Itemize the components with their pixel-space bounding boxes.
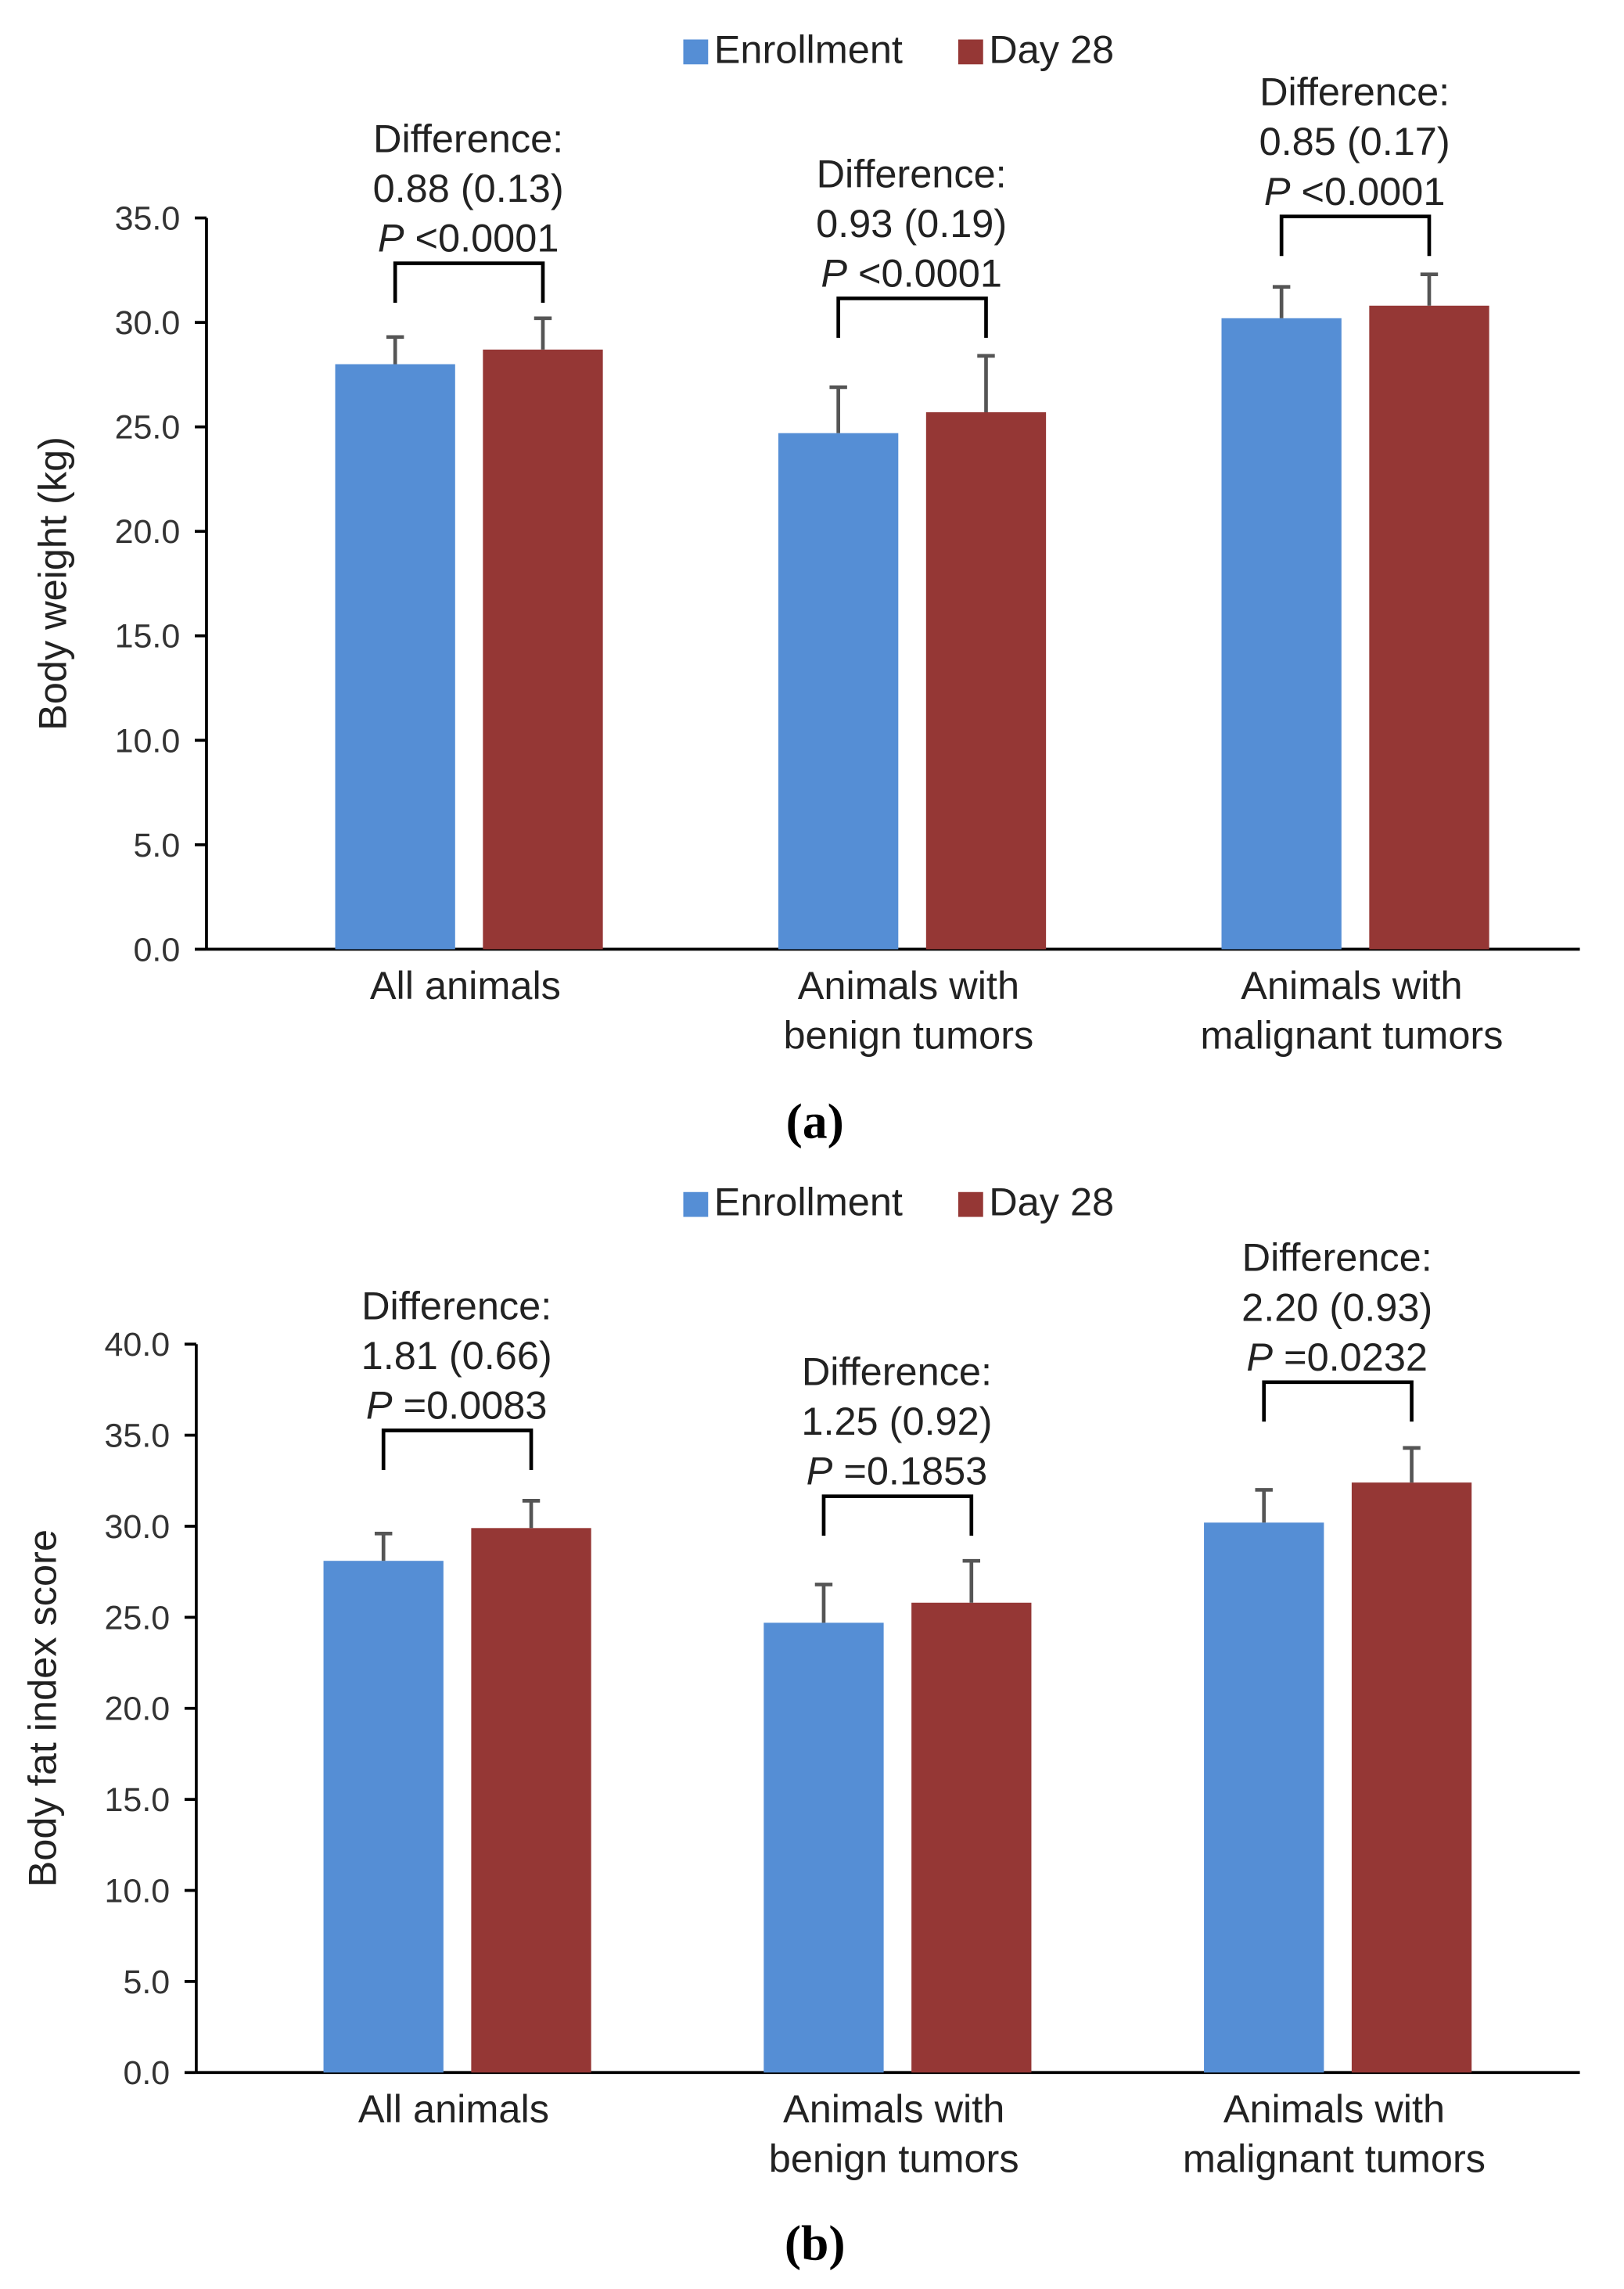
p-value: <0.0001: [1291, 169, 1446, 214]
annotation-p-value: P <0.0001: [378, 216, 559, 261]
p-value: <0.0001: [404, 216, 559, 261]
legend-swatch-0: [683, 1191, 709, 1217]
p-value: =0.0083: [393, 1383, 548, 1428]
annotation-text: Difference:: [1242, 1235, 1432, 1280]
bar-enrollment: [778, 433, 899, 950]
y-axis-label: Body fat index score: [20, 1529, 64, 1887]
p-label: P: [378, 216, 404, 261]
significance-bracket: [393, 261, 545, 304]
category-label: Animals with: [798, 963, 1019, 1008]
p-label: P: [366, 1383, 393, 1428]
p-label: P: [821, 250, 847, 295]
annotation-text: Difference:: [817, 151, 1007, 196]
legend-label: Day 28: [989, 1180, 1114, 1224]
chart-panel-b: 0.0 5.0 10.0 15.0 20.0 25.0 30.0 35.0 40.0 Body f…: [20, 1180, 1580, 2271]
y-axis-label: Body weight (kg): [30, 437, 74, 731]
annotation-text: Difference:: [373, 116, 563, 160]
annotation-text: 0.88 (0.13): [373, 166, 564, 210]
panel-label: (a): [786, 1094, 844, 1149]
y-tick-label: 10.0: [105, 1872, 171, 1910]
annotation-text: Difference:: [802, 1349, 992, 1394]
legend-label: Enrollment: [714, 1180, 903, 1224]
annotation-p-value: P <0.0001: [821, 250, 1002, 295]
y-tick-label: 35.0: [105, 1418, 171, 1455]
annotation-p-value: P <0.0001: [1264, 169, 1446, 214]
annotation-text: Difference:: [361, 1283, 552, 1328]
annotation-text: 0.85 (0.17): [1259, 119, 1450, 164]
p-label: P: [1264, 169, 1291, 214]
y-tick-label: 25.0: [115, 409, 181, 447]
bar-enrollment: [335, 364, 455, 950]
annotation-text: Difference:: [1259, 70, 1450, 114]
y-tick-label: 25.0: [105, 1599, 171, 1637]
y-tick-label: 0.0: [123, 2054, 170, 2092]
p-value: <0.0001: [847, 250, 1002, 295]
bar-enrollment: [1204, 1522, 1324, 2073]
significance-bracket: [381, 1428, 534, 1470]
y-tick-label: 40.0: [105, 1326, 171, 1364]
annotation-text: 1.25 (0.92): [801, 1399, 992, 1443]
y-tick-label: 5.0: [123, 1964, 170, 2001]
category-label: All animals: [370, 963, 561, 1008]
p-label: P: [1246, 1335, 1273, 1379]
bar-enrollment: [1221, 318, 1342, 950]
p-label: P: [807, 1449, 833, 1493]
y-tick-label: 20.0: [105, 1691, 171, 1728]
y-tick-label: 15.0: [115, 618, 181, 656]
bar-enrollment: [763, 1622, 884, 2073]
significance-bracket: [1262, 1380, 1414, 1422]
legend-swatch-1: [958, 1191, 983, 1217]
annotation-text: 1.81 (0.66): [361, 1333, 552, 1378]
bar-day-28: [925, 411, 1047, 950]
legend-label: Day 28: [989, 27, 1114, 71]
chart-panel-a: 0.0 5.0 10.0 15.0 20.0 25.0 30.0 35.0 Body weigh…: [30, 27, 1580, 1149]
category-label: malignant tumors: [1183, 2136, 1486, 2180]
significance-bracket: [836, 296, 988, 338]
category-label: All animals: [358, 2086, 549, 2131]
y-tick-label: 5.0: [134, 827, 181, 864]
legend-swatch-1: [958, 39, 983, 65]
category-label: Animals with: [1223, 2086, 1445, 2131]
annotation-p-value: P =0.1853: [807, 1449, 988, 1493]
annotation-text: 0.93 (0.19): [816, 201, 1007, 246]
legend-swatch-0: [683, 39, 709, 65]
y-tick-label: 35.0: [115, 200, 181, 238]
annotation-p-value: P =0.0083: [366, 1383, 548, 1428]
y-tick-label: 20.0: [115, 513, 181, 551]
category-label: benign tumors: [769, 2136, 1019, 2180]
y-tick-label: 15.0: [105, 1781, 171, 1819]
y-tick-label: 30.0: [115, 304, 181, 342]
category-label: benign tumors: [783, 1013, 1033, 1058]
y-tick-label: 0.0: [134, 931, 181, 968]
annotation-text: 2.20 (0.93): [1241, 1285, 1432, 1329]
legend-label: Enrollment: [714, 27, 903, 71]
p-value: =0.0232: [1273, 1335, 1428, 1379]
bar-day-28: [911, 1602, 1032, 2073]
category-label: malignant tumors: [1200, 1013, 1503, 1058]
category-label: Animals with: [783, 2086, 1004, 2131]
p-value: =0.1853: [832, 1449, 987, 1493]
annotation-p-value: P =0.0232: [1246, 1335, 1428, 1379]
category-label: Animals with: [1241, 963, 1462, 1008]
y-tick-label: 10.0: [115, 722, 181, 760]
significance-bracket: [1279, 214, 1432, 257]
bar-enrollment: [323, 1561, 444, 2073]
bar-day-28: [483, 349, 603, 950]
bar-day-28: [1369, 305, 1489, 950]
significance-bracket: [821, 1494, 974, 1536]
bar-day-28: [471, 1528, 591, 2073]
panel-label: (b): [785, 2215, 846, 2271]
y-tick-label: 30.0: [105, 1508, 171, 1546]
bar-day-28: [1351, 1482, 1472, 2073]
